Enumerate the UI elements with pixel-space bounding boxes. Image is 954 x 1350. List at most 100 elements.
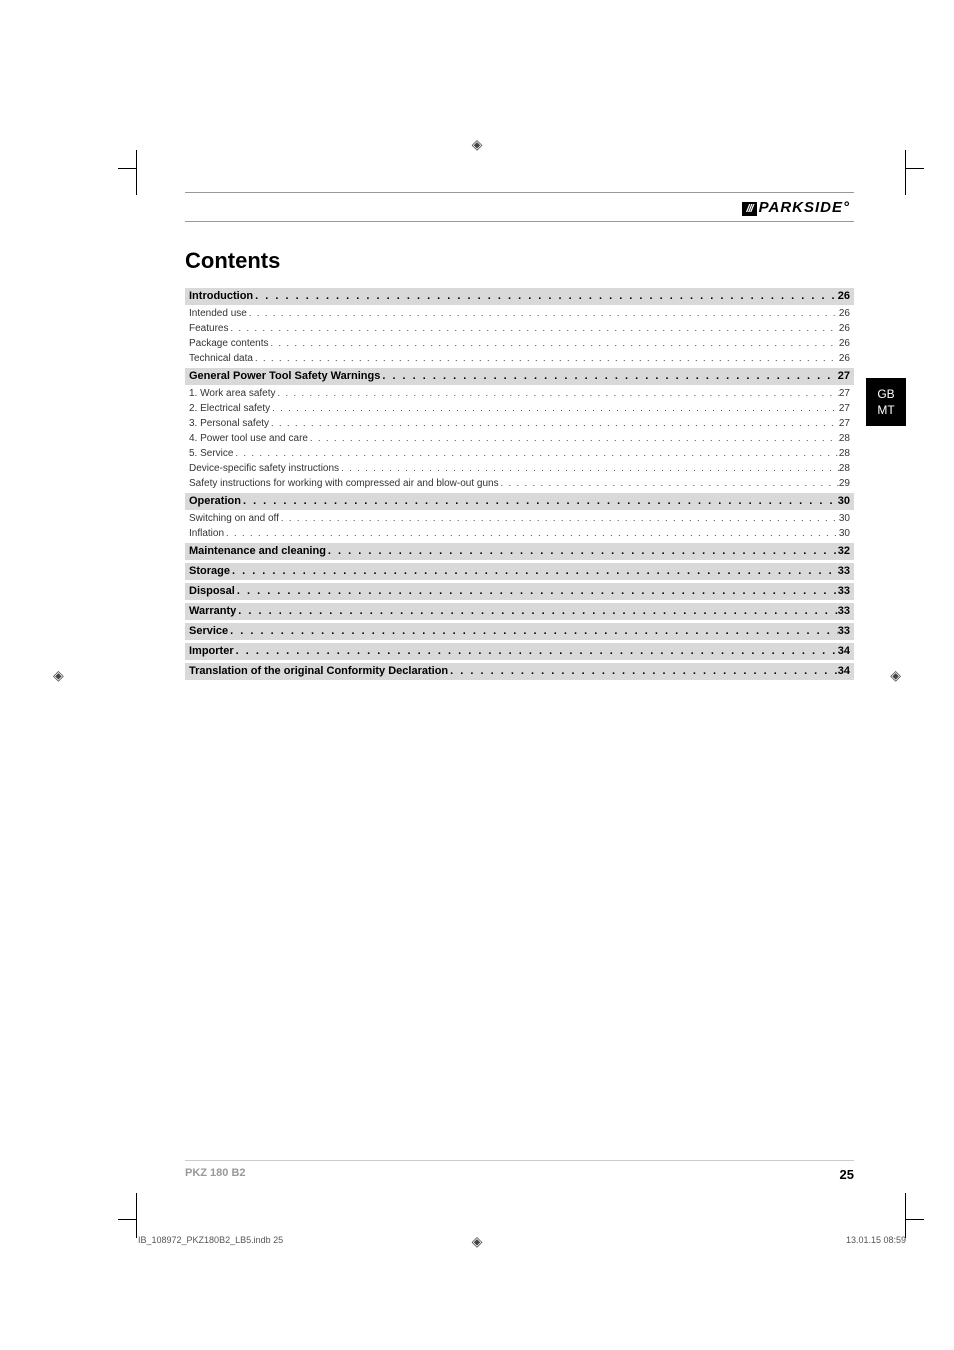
- toc-dots: . . . . . . . . . . . . . . . . . . . . …: [279, 511, 839, 526]
- toc-dots: . . . . . . . . . . . . . . . . . . . . …: [270, 401, 839, 416]
- toc-section-heading: Introduction. . . . . . . . . . . . . . …: [185, 288, 854, 305]
- toc-entry-label: 4. Power tool use and care: [189, 431, 308, 446]
- toc-entry: Device-specific safety instructions. . .…: [185, 461, 854, 476]
- registration-mark-icon: ◈: [53, 667, 64, 684]
- toc-section-label: Introduction: [189, 288, 253, 305]
- toc-entry-page: 28: [839, 431, 850, 446]
- toc-entry-label: Technical data: [189, 351, 253, 366]
- language-tab-line: MT: [866, 402, 906, 418]
- toc-entry: Switching on and off. . . . . . . . . . …: [185, 511, 854, 526]
- toc-entry: Inflation. . . . . . . . . . . . . . . .…: [185, 526, 854, 541]
- registration-mark-icon: ◈: [890, 667, 901, 684]
- toc-entry: 3. Personal safety. . . . . . . . . . . …: [185, 416, 854, 431]
- toc-entry-page: 27: [839, 416, 850, 431]
- toc-entry-page: 27: [839, 386, 850, 401]
- toc-section-heading: Operation. . . . . . . . . . . . . . . .…: [185, 493, 854, 510]
- page-title: Contents: [185, 248, 854, 274]
- footer-model: PKZ 180 B2: [185, 1167, 246, 1182]
- toc-dots: . . . . . . . . . . . . . . . . . . . . …: [499, 476, 839, 491]
- toc-section-label: Importer: [189, 643, 234, 660]
- toc-entry-page: 26: [839, 336, 850, 351]
- toc-entry: 5. Service. . . . . . . . . . . . . . . …: [185, 446, 854, 461]
- toc-dots: . . . . . . . . . . . . . . . . . . . . …: [339, 461, 839, 476]
- toc-entry-label: Inflation: [189, 526, 224, 541]
- toc-section-page: 34: [838, 643, 850, 660]
- toc-section-page: 30: [838, 493, 850, 510]
- page-content: ///PARKSIDE° Contents Introduction. . . …: [185, 192, 854, 1190]
- toc-entry-label: Features: [189, 321, 228, 336]
- toc-section-heading: Importer. . . . . . . . . . . . . . . . …: [185, 643, 854, 660]
- toc-entry-page: 28: [839, 461, 850, 476]
- toc-entry-label: 1. Work area safety: [189, 386, 276, 401]
- print-timestamp: 13.01.15 08:59: [846, 1235, 906, 1245]
- toc-entry-label: Device-specific safety instructions: [189, 461, 339, 476]
- toc-entry: 4. Power tool use and care. . . . . . . …: [185, 431, 854, 446]
- toc-entry-page: 26: [839, 351, 850, 366]
- toc-dots: . . . . . . . . . . . . . . . . . . . . …: [269, 336, 839, 351]
- toc-dots: . . . . . . . . . . . . . . . . . . . . …: [308, 431, 839, 446]
- toc-dots: . . . . . . . . . . . . . . . . . . . . …: [233, 446, 838, 461]
- toc-entry: 2. Electrical safety. . . . . . . . . . …: [185, 401, 854, 416]
- toc-entry-label: 3. Personal safety: [189, 416, 269, 431]
- toc-dots: . . . . . . . . . . . . . . . . . . . . …: [380, 368, 837, 385]
- crop-mark: [905, 150, 906, 195]
- crop-mark: [136, 150, 137, 195]
- toc-section-heading: Disposal. . . . . . . . . . . . . . . . …: [185, 583, 854, 600]
- toc-dots: . . . . . . . . . . . . . . . . . . . . …: [247, 306, 839, 321]
- toc-section-heading: Service. . . . . . . . . . . . . . . . .…: [185, 623, 854, 640]
- crop-mark: [905, 1193, 906, 1238]
- toc-entry-label: 2. Electrical safety: [189, 401, 270, 416]
- toc-entry-page: 27: [839, 401, 850, 416]
- toc-section-label: General Power Tool Safety Warnings: [189, 368, 380, 385]
- toc-section-label: Disposal: [189, 583, 235, 600]
- toc-section-heading: General Power Tool Safety Warnings. . . …: [185, 368, 854, 385]
- toc-entry-label: Intended use: [189, 306, 247, 321]
- crop-mark: [136, 1193, 137, 1238]
- toc-section-page: 34: [838, 663, 850, 680]
- toc-section-page: 33: [838, 583, 850, 600]
- toc-section-label: Service: [189, 623, 228, 640]
- toc-section-label: Warranty: [189, 603, 236, 620]
- print-metadata: IB_108972_PKZ180B2_LB5.indb 25 13.01.15 …: [138, 1235, 906, 1245]
- toc-entry: Package contents. . . . . . . . . . . . …: [185, 336, 854, 351]
- toc-section-label: Operation: [189, 493, 241, 510]
- toc-dots: . . . . . . . . . . . . . . . . . . . . …: [235, 583, 838, 600]
- toc-section-page: 33: [838, 563, 850, 580]
- toc-dots: . . . . . . . . . . . . . . . . . . . . …: [236, 603, 837, 620]
- language-tab-line: GB: [866, 386, 906, 402]
- toc-section-label: Storage: [189, 563, 230, 580]
- toc-dots: . . . . . . . . . . . . . . . . . . . . …: [241, 493, 838, 510]
- toc-entry-page: 30: [839, 511, 850, 526]
- print-file-info: IB_108972_PKZ180B2_LB5.indb 25: [138, 1235, 283, 1245]
- toc-section-page: 32: [838, 543, 850, 560]
- toc-entry-page: 29: [839, 476, 850, 491]
- toc-entry-page: 26: [839, 321, 850, 336]
- toc-entry: Intended use. . . . . . . . . . . . . . …: [185, 306, 854, 321]
- toc-entry-label: Safety instructions for working with com…: [189, 476, 499, 491]
- toc-entry: Technical data. . . . . . . . . . . . . …: [185, 351, 854, 366]
- crop-mark: [118, 168, 136, 169]
- page-footer: PKZ 180 B2 25: [185, 1160, 854, 1182]
- crop-mark: [906, 1219, 924, 1220]
- toc-section-page: 33: [838, 623, 850, 640]
- toc-section-page: 26: [838, 288, 850, 305]
- toc-dots: . . . . . . . . . . . . . . . . . . . . …: [253, 288, 838, 305]
- toc-section-heading: Storage. . . . . . . . . . . . . . . . .…: [185, 563, 854, 580]
- toc-entry-label: Package contents: [189, 336, 269, 351]
- toc-entry-label: Switching on and off: [189, 511, 279, 526]
- toc-entry: Safety instructions for working with com…: [185, 476, 854, 491]
- toc-section-page: 33: [838, 603, 850, 620]
- toc-section-label: Maintenance and cleaning: [189, 543, 326, 560]
- registration-mark-icon: ◈: [472, 136, 483, 153]
- toc-dots: . . . . . . . . . . . . . . . . . . . . …: [276, 386, 839, 401]
- toc-section-heading: Translation of the original Conformity D…: [185, 663, 854, 680]
- toc-dots: . . . . . . . . . . . . . . . . . . . . …: [234, 643, 838, 660]
- crop-mark: [118, 1219, 136, 1220]
- language-tab: GB MT: [866, 378, 906, 426]
- toc-entry-page: 26: [839, 306, 850, 321]
- crop-mark: [906, 168, 924, 169]
- toc-dots: . . . . . . . . . . . . . . . . . . . . …: [253, 351, 839, 366]
- toc-dots: . . . . . . . . . . . . . . . . . . . . …: [326, 543, 838, 560]
- toc-section-heading: Warranty. . . . . . . . . . . . . . . . …: [185, 603, 854, 620]
- toc-section-heading: Maintenance and cleaning. . . . . . . . …: [185, 543, 854, 560]
